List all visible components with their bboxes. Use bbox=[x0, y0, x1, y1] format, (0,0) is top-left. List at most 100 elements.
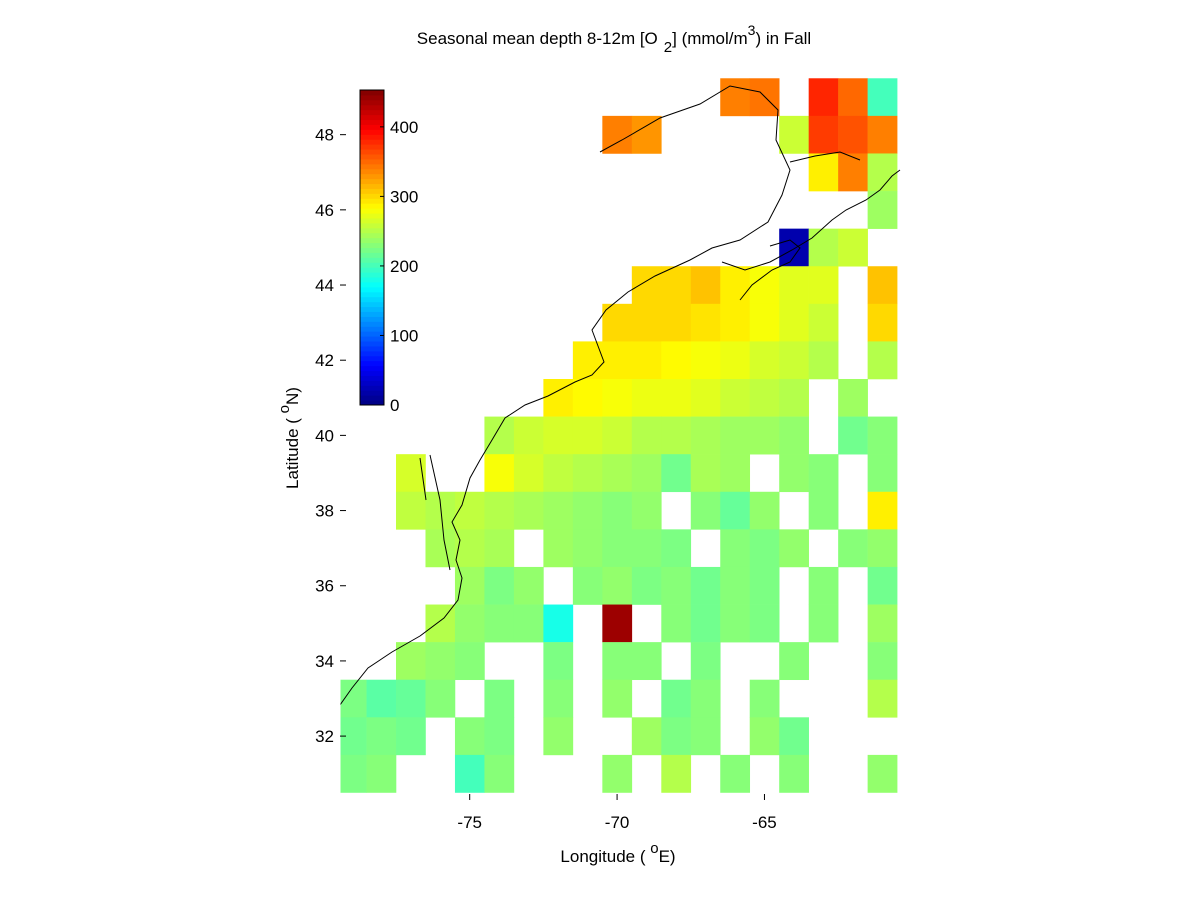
cell bbox=[513, 566, 544, 605]
label-part: Latitude ( bbox=[283, 413, 302, 489]
cell bbox=[366, 717, 397, 756]
cell bbox=[749, 529, 780, 568]
cell bbox=[484, 717, 515, 756]
cell bbox=[749, 416, 780, 455]
colorbar-step bbox=[360, 272, 384, 278]
cell bbox=[631, 303, 662, 342]
cell bbox=[602, 642, 633, 681]
colorbar-step bbox=[360, 183, 384, 189]
cells bbox=[340, 78, 898, 793]
x-tick-label: -65 bbox=[752, 813, 777, 832]
colorbar-step bbox=[360, 198, 384, 204]
cell bbox=[867, 491, 898, 530]
colorbar-step bbox=[360, 321, 384, 327]
colorbar-step bbox=[360, 237, 384, 244]
colorbar-step bbox=[360, 129, 384, 135]
cell bbox=[484, 491, 515, 530]
cell bbox=[779, 754, 809, 793]
cell bbox=[543, 416, 574, 455]
colorbar-step bbox=[360, 281, 384, 288]
colorbar-step bbox=[360, 203, 384, 209]
colorbar-step bbox=[360, 208, 384, 214]
colorbar-tick-label: 0 bbox=[390, 396, 399, 415]
cell bbox=[867, 754, 898, 793]
colorbar-step bbox=[360, 355, 384, 362]
colorbar-step bbox=[360, 400, 384, 406]
cell bbox=[454, 604, 485, 643]
colorbar-step bbox=[360, 296, 384, 303]
cell bbox=[838, 416, 868, 455]
cell bbox=[720, 566, 751, 605]
colorbar-step bbox=[360, 193, 384, 199]
cell bbox=[749, 566, 780, 605]
cell bbox=[631, 454, 662, 493]
cell bbox=[749, 679, 780, 718]
cell bbox=[690, 416, 721, 455]
cell bbox=[661, 529, 692, 568]
cell bbox=[543, 454, 574, 493]
cell bbox=[779, 266, 809, 305]
chart-title: Seasonal mean depth 8-12m [O 2] (mmol/m3)… bbox=[417, 22, 811, 56]
cell bbox=[572, 341, 603, 380]
cell bbox=[867, 529, 898, 568]
colorbar-step bbox=[360, 94, 384, 101]
cell bbox=[396, 491, 426, 530]
label-part: E) bbox=[659, 847, 676, 866]
cell bbox=[720, 78, 751, 117]
cell bbox=[690, 566, 721, 605]
cell bbox=[779, 642, 809, 681]
cell bbox=[779, 115, 809, 154]
cell bbox=[779, 303, 809, 342]
cell bbox=[631, 378, 662, 417]
colorbar-step bbox=[360, 114, 384, 121]
colorbar-step bbox=[360, 375, 384, 381]
cell bbox=[602, 491, 633, 530]
colorbar-step bbox=[360, 252, 384, 258]
cell bbox=[661, 266, 692, 305]
colorbar-step bbox=[360, 385, 384, 391]
cell bbox=[867, 454, 898, 493]
colorbar-step bbox=[360, 232, 384, 239]
colorbar-step bbox=[360, 390, 384, 396]
colorbar-step bbox=[360, 163, 384, 170]
colorbar-step bbox=[360, 227, 384, 234]
colorbar-step bbox=[360, 277, 384, 283]
colorbar-step bbox=[360, 213, 384, 219]
title-part: Seasonal mean depth 8-12m [O bbox=[417, 29, 658, 48]
cell bbox=[454, 754, 485, 793]
cell bbox=[572, 529, 603, 568]
cell bbox=[602, 416, 633, 455]
label-sup: o bbox=[650, 840, 658, 857]
x-axis-label: Longitude ( oE) bbox=[560, 840, 675, 866]
plot-frame bbox=[339, 66, 904, 801]
cell bbox=[602, 566, 633, 605]
cell bbox=[631, 491, 662, 530]
cell bbox=[602, 341, 633, 380]
cell bbox=[396, 642, 426, 681]
cell bbox=[366, 679, 397, 718]
cell bbox=[513, 604, 544, 643]
cell bbox=[661, 454, 692, 493]
cell bbox=[867, 416, 898, 455]
cell bbox=[661, 378, 692, 417]
y-tick-label: 40 bbox=[315, 426, 334, 445]
colorbar-step bbox=[360, 370, 384, 376]
cell bbox=[749, 341, 780, 380]
cell bbox=[749, 717, 780, 756]
y-tick-label: 34 bbox=[315, 652, 334, 671]
cell bbox=[454, 491, 485, 530]
colorbar-step bbox=[360, 316, 384, 322]
cell bbox=[838, 115, 868, 154]
cell bbox=[631, 115, 662, 154]
cell bbox=[602, 303, 633, 342]
colorbar-step bbox=[360, 360, 384, 367]
colorbar-step bbox=[360, 168, 384, 175]
cell bbox=[808, 78, 839, 117]
cell bbox=[867, 266, 898, 305]
cell bbox=[720, 529, 751, 568]
cell bbox=[749, 378, 780, 417]
title-sup: 3 bbox=[748, 22, 756, 38]
cell bbox=[631, 642, 662, 681]
label-part: Longitude ( bbox=[560, 847, 650, 866]
colorbar-step bbox=[360, 291, 384, 298]
